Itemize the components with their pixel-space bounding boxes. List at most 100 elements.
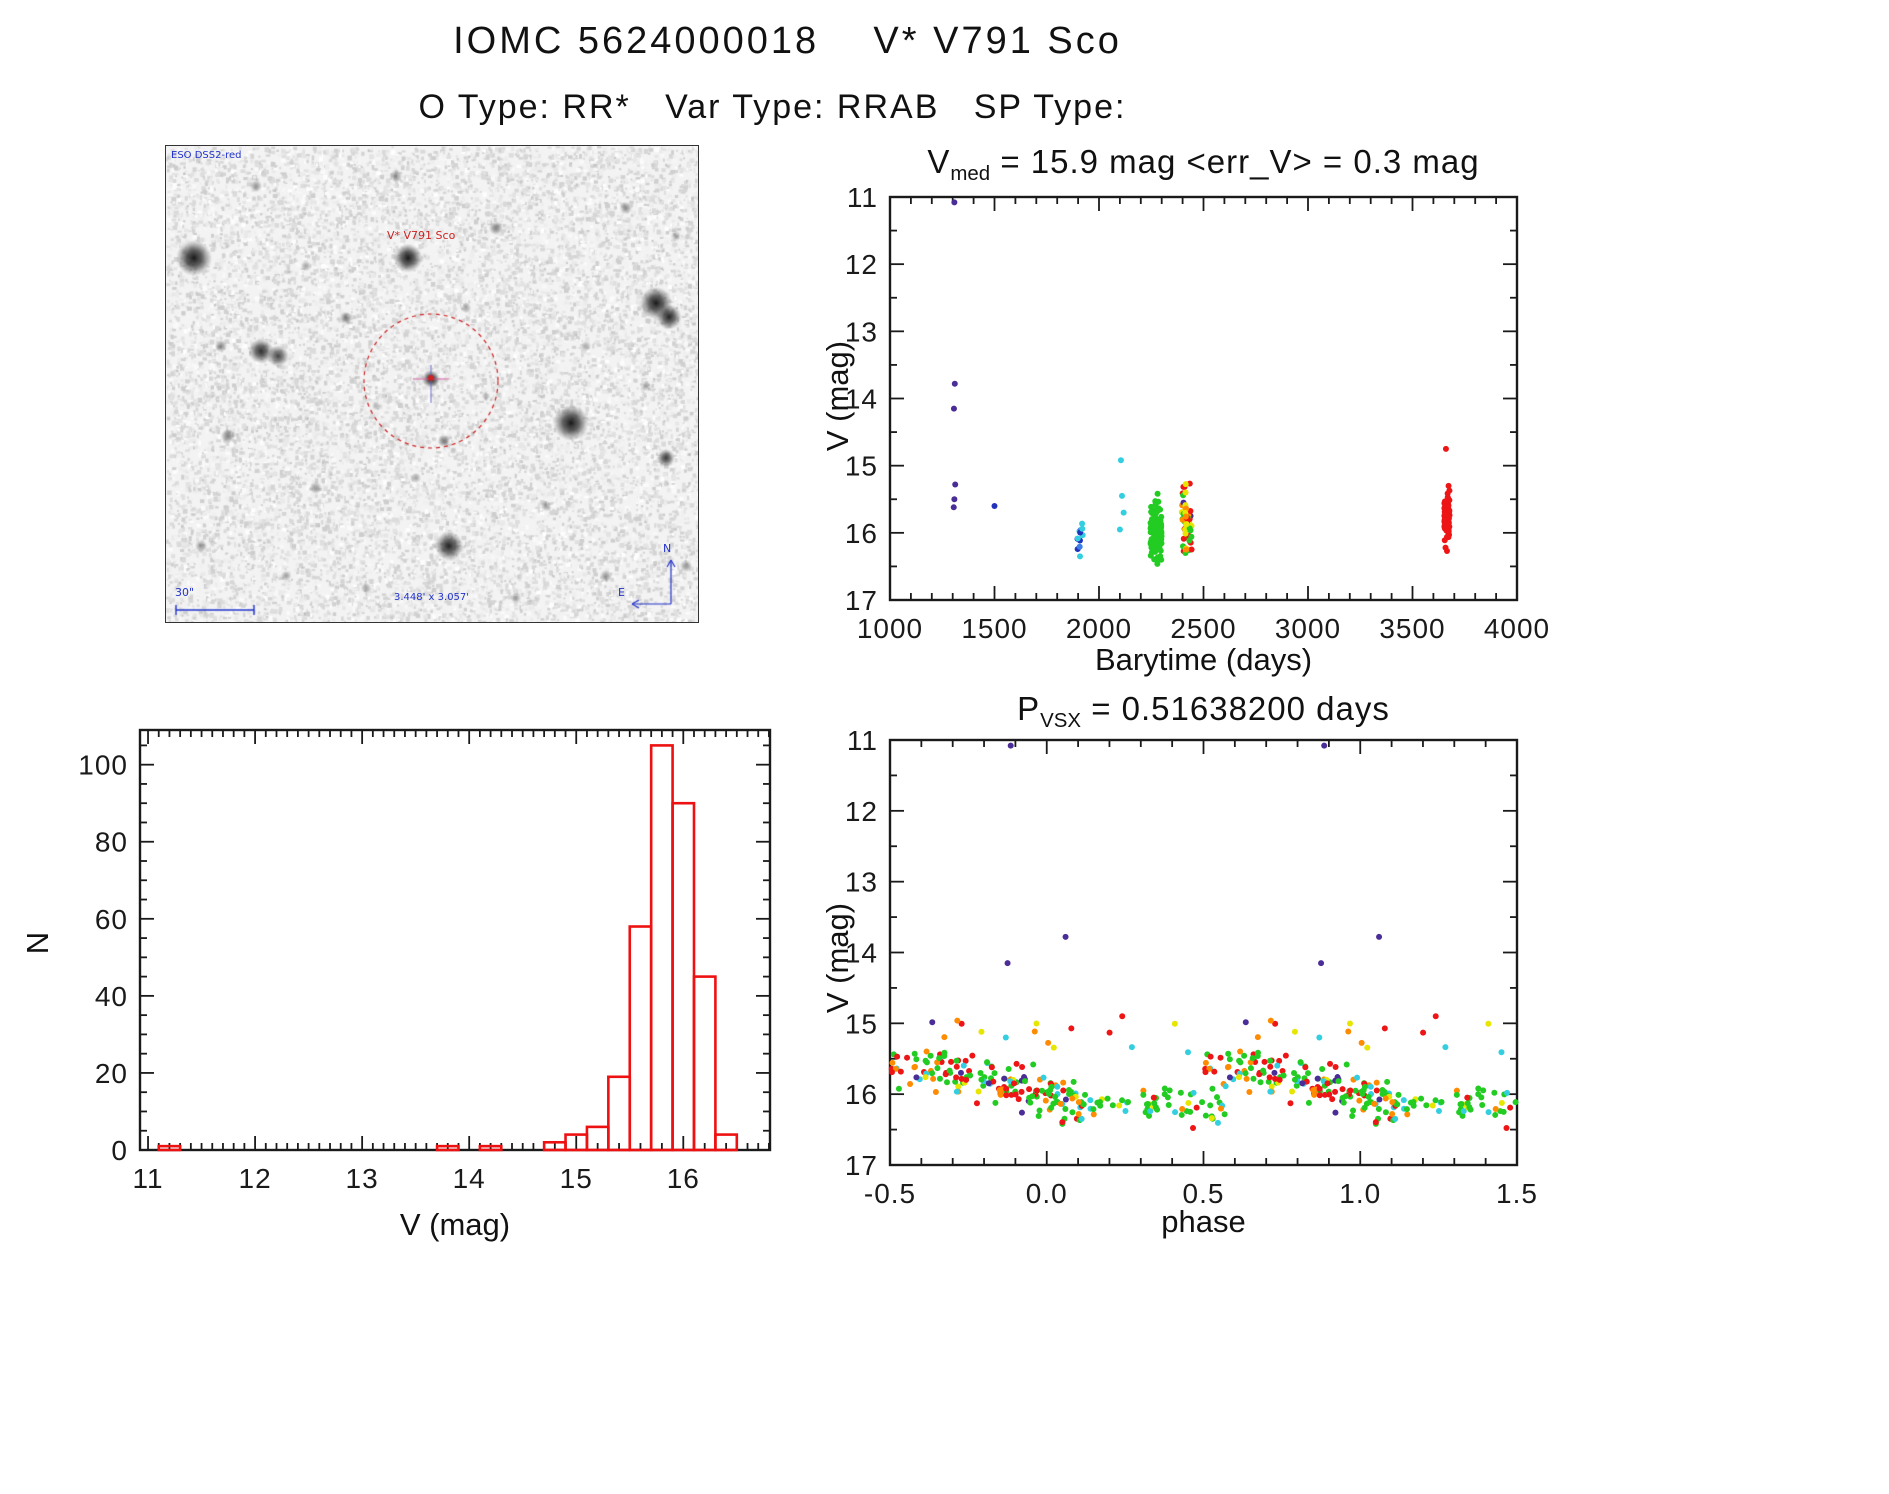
data-point bbox=[923, 1048, 930, 1055]
data-point bbox=[1054, 1083, 1061, 1090]
data-point bbox=[1329, 1096, 1336, 1103]
data-point bbox=[1165, 1102, 1172, 1109]
data-point bbox=[1079, 520, 1086, 527]
data-point bbox=[1358, 1039, 1365, 1046]
data-point bbox=[950, 504, 957, 511]
phase-plot: -0.5 0.0 0.5 1.0 1.5 11 12 13 14 15 16 17 bbox=[845, 725, 1537, 1209]
data-point bbox=[1237, 1059, 1244, 1066]
data-point bbox=[1030, 1061, 1037, 1068]
data-point bbox=[952, 481, 959, 488]
y-tick-label: 16 bbox=[845, 1079, 878, 1110]
y-tick-label: 13 bbox=[845, 316, 878, 347]
data-point bbox=[1327, 1060, 1334, 1067]
data-point bbox=[1157, 547, 1164, 554]
data-point bbox=[1400, 1097, 1407, 1104]
data-point bbox=[1177, 1089, 1184, 1096]
lightcurve-title-sub: med bbox=[950, 162, 991, 186]
data-point bbox=[1345, 1028, 1352, 1035]
x-tick-label: 0.0 bbox=[1026, 1178, 1068, 1209]
data-point bbox=[1267, 1017, 1274, 1024]
data-point bbox=[1182, 481, 1189, 488]
x-tick-label: 13 bbox=[346, 1163, 379, 1194]
field-of-view-label: 3.448' x 3.057' bbox=[394, 592, 470, 603]
data-point bbox=[1182, 530, 1189, 537]
data-point bbox=[1237, 1048, 1244, 1055]
data-point bbox=[1013, 1060, 1020, 1067]
data-point bbox=[1080, 1101, 1087, 1108]
x-tick-label: 0.5 bbox=[1183, 1178, 1225, 1209]
lightcurve-panel: Vmed = 15.9 mag <err_V> = 0.3 mag V (mag… bbox=[820, 140, 1580, 685]
data-point bbox=[973, 1100, 980, 1107]
data-point bbox=[1382, 1095, 1389, 1102]
data-point bbox=[1076, 553, 1083, 560]
data-point bbox=[1442, 445, 1449, 452]
data-point bbox=[1349, 1113, 1356, 1120]
data-point bbox=[1060, 1087, 1067, 1094]
data-point bbox=[1116, 526, 1123, 533]
data-point bbox=[1242, 1019, 1249, 1026]
data-point bbox=[951, 380, 958, 387]
data-point bbox=[927, 1052, 934, 1059]
data-point bbox=[1350, 1107, 1357, 1114]
data-point bbox=[1118, 492, 1125, 499]
data-point bbox=[1446, 487, 1453, 494]
data-point bbox=[1310, 1087, 1317, 1094]
data-point bbox=[1057, 1100, 1064, 1107]
data-point bbox=[1001, 1075, 1008, 1082]
figure-subtitle: O Type: RR* Var Type: RRAB SP Type: bbox=[418, 88, 1127, 126]
data-point bbox=[953, 1057, 960, 1064]
data-point bbox=[977, 1069, 984, 1076]
data-point bbox=[1062, 1096, 1069, 1103]
data-point bbox=[1182, 489, 1189, 496]
data-point bbox=[1335, 1078, 1342, 1085]
data-point bbox=[922, 1074, 929, 1081]
data-point bbox=[911, 1064, 918, 1071]
data-point bbox=[1276, 1076, 1283, 1083]
data-point bbox=[997, 1091, 1004, 1098]
y-tick-label: 100 bbox=[78, 750, 128, 781]
x-tick-label: 14 bbox=[453, 1163, 486, 1194]
data-point bbox=[1152, 501, 1159, 508]
data-point bbox=[1011, 1080, 1018, 1087]
data-point bbox=[930, 1075, 937, 1082]
data-point bbox=[1257, 1079, 1264, 1086]
compass-north-label: N bbox=[663, 542, 672, 555]
data-point bbox=[1183, 546, 1190, 553]
data-point bbox=[1445, 504, 1452, 511]
scale-bar-label: 30" bbox=[175, 586, 195, 599]
histogram-panel: N V (mag) 11 12 13 14 15 16 0 20 40 60 80 100 bbox=[20, 700, 830, 1290]
data-point bbox=[907, 1081, 914, 1088]
x-tick-label: 11 bbox=[132, 1163, 163, 1194]
data-point bbox=[1119, 1013, 1126, 1020]
data-point bbox=[1247, 1065, 1254, 1072]
data-point bbox=[1156, 527, 1163, 534]
data-point bbox=[1082, 1091, 1089, 1098]
data-point bbox=[1364, 1044, 1371, 1051]
data-point bbox=[1221, 1111, 1228, 1118]
data-point bbox=[889, 1059, 896, 1066]
data-point bbox=[1492, 1106, 1499, 1113]
data-point bbox=[1498, 1049, 1505, 1056]
data-point bbox=[1332, 1064, 1339, 1071]
data-point bbox=[1074, 535, 1081, 542]
x-tick-label: 4000 bbox=[1484, 613, 1550, 644]
data-point bbox=[1382, 1109, 1389, 1116]
data-point bbox=[1161, 1091, 1168, 1098]
data-point bbox=[962, 1057, 969, 1064]
data-point bbox=[944, 1079, 951, 1086]
data-point bbox=[1291, 1069, 1298, 1076]
data-point bbox=[1021, 1078, 1028, 1085]
data-point bbox=[1316, 1034, 1323, 1041]
lightcurve-plot: 1000 1500 2000 2500 3000 3500 4000 11 12 13 14 15 16… bbox=[845, 182, 1550, 644]
data-point bbox=[1068, 1025, 1075, 1032]
data-point bbox=[1302, 1064, 1309, 1071]
data-point bbox=[1048, 1104, 1055, 1111]
target-star-label: V* V791 Sco bbox=[387, 229, 456, 242]
data-point bbox=[953, 1074, 960, 1081]
survey-label: ESO DSS2-red bbox=[171, 150, 242, 161]
data-point bbox=[1146, 1112, 1153, 1119]
data-point bbox=[1172, 1109, 1179, 1116]
data-point bbox=[980, 1082, 987, 1089]
data-point bbox=[923, 1059, 930, 1066]
